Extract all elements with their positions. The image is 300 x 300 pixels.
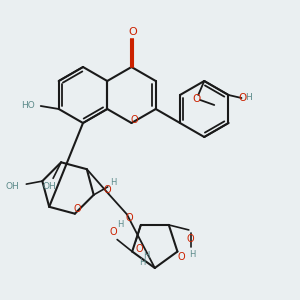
Text: H: H xyxy=(190,250,196,260)
Text: O: O xyxy=(110,226,117,236)
Text: O: O xyxy=(104,185,111,195)
Text: H: H xyxy=(142,251,149,260)
Text: O: O xyxy=(187,234,195,244)
Text: HO: HO xyxy=(21,101,35,110)
Text: O: O xyxy=(126,213,134,223)
Text: O: O xyxy=(135,244,142,254)
Text: O: O xyxy=(238,93,247,103)
Text: O: O xyxy=(178,251,185,262)
Text: H: H xyxy=(245,94,252,103)
Text: O: O xyxy=(131,115,138,125)
Text: O: O xyxy=(192,94,200,104)
Text: OH: OH xyxy=(42,182,56,191)
Text: OH: OH xyxy=(6,182,19,190)
Text: H: H xyxy=(140,259,146,268)
Text: H: H xyxy=(110,178,117,188)
Text: O: O xyxy=(73,204,81,214)
Text: O: O xyxy=(128,27,137,37)
Text: H: H xyxy=(117,220,123,229)
